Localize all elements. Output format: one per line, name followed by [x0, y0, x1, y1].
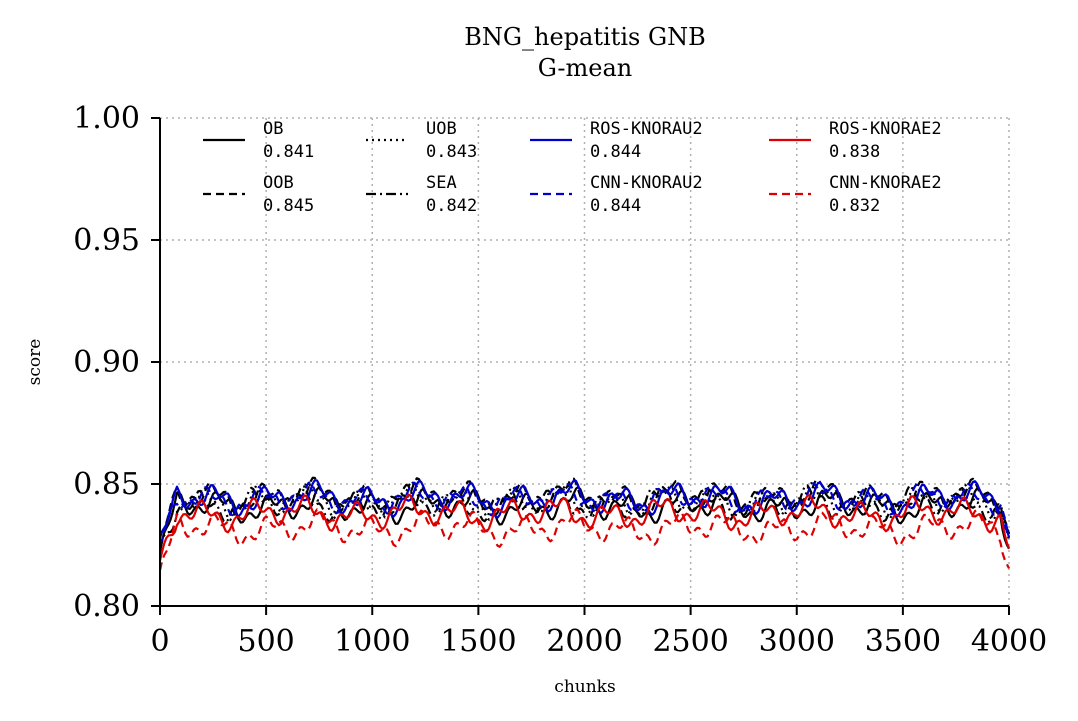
- legend-score: 0.843: [426, 142, 477, 162]
- legend-label: CNN-KNORAE2: [829, 173, 942, 193]
- y-ticks: 0.80 0.85 0.90 0.95 1.00: [73, 101, 160, 624]
- x-tick-label: 0: [150, 624, 169, 659]
- x-tick-label: 3500: [865, 624, 941, 659]
- y-tick-label: 0.95: [73, 223, 140, 258]
- chart-subtitle: G-mean: [538, 54, 632, 82]
- legend-label: ROS-KNORAU2: [590, 119, 703, 139]
- x-tick-label: 3000: [759, 624, 835, 659]
- legend-score: 0.838: [829, 142, 880, 162]
- legend: OB 0.841 OOB 0.845 UOB 0.843 SEA 0.842 ROS-KNORA…: [203, 119, 942, 216]
- x-tick-label: 2000: [546, 624, 622, 659]
- x-tick-label: 4000: [971, 624, 1047, 659]
- legend-label: OB: [263, 119, 283, 139]
- series-line-cnn-knorau2: [158, 481, 1011, 545]
- y-tick-label: 0.85: [73, 467, 140, 502]
- y-tick-label: 0.80: [73, 589, 140, 624]
- series-line-cnn-knorae2: [158, 508, 1010, 571]
- x-axis-label: chunks: [554, 677, 615, 697]
- legend-label: SEA: [426, 173, 457, 193]
- x-tick-label: 2500: [652, 624, 728, 659]
- y-tick-label: 0.90: [73, 345, 140, 380]
- chart-title: BNG_hepatitis GNB: [464, 23, 706, 51]
- legend-score: 0.845: [263, 196, 314, 216]
- legend-score: 0.844: [590, 142, 641, 162]
- x-tick-label: 1000: [334, 624, 410, 659]
- x-ticks: 0 500 1000 1500 2000 2500 3000 3500 4000: [150, 606, 1047, 659]
- legend-score: 0.832: [829, 196, 880, 216]
- y-axis-label: score: [25, 339, 45, 386]
- legend-score: 0.841: [263, 142, 314, 162]
- legend-score: 0.842: [426, 196, 477, 216]
- legend-label: ROS-KNORAE2: [829, 119, 942, 139]
- x-tick-label: 500: [237, 624, 294, 659]
- legend-score: 0.844: [590, 196, 641, 216]
- legend-label: OOB: [263, 173, 294, 193]
- series-line-uob: [158, 481, 1011, 549]
- legend-label: UOB: [426, 119, 457, 139]
- series-lines: [158, 476, 1011, 571]
- legend-label: CNN-KNORAU2: [590, 173, 703, 193]
- series-line-ros-knorae2: [158, 493, 1011, 561]
- y-tick-label: 1.00: [73, 101, 140, 136]
- x-tick-label: 1500: [440, 624, 516, 659]
